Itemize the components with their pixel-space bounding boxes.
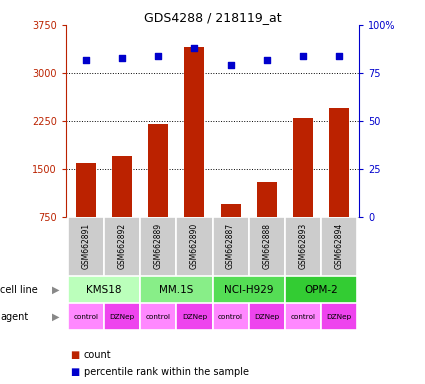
Text: GSM662888: GSM662888 [262,223,271,268]
Text: KMS18: KMS18 [86,285,122,295]
Point [191,45,198,51]
Bar [212,276,285,303]
Bar [104,217,140,276]
Point [82,56,89,63]
Bar [68,276,140,303]
Text: control: control [73,314,98,320]
Text: ■: ■ [70,367,79,377]
Text: DZNep: DZNep [254,314,279,320]
Point [227,62,234,68]
Text: control: control [146,314,171,320]
Bar [112,156,132,265]
Text: DZNep: DZNep [109,314,135,320]
Text: control: control [218,314,243,320]
Point [336,53,343,59]
Text: GSM662891: GSM662891 [81,222,90,268]
Text: GSM662893: GSM662893 [298,222,308,269]
Text: OPM-2: OPM-2 [304,285,338,295]
Bar [104,303,140,330]
Bar [140,303,176,330]
Text: GSM662889: GSM662889 [154,222,163,268]
Bar [321,303,357,330]
Bar [148,124,168,265]
Bar [285,303,321,330]
Bar [68,303,104,330]
Bar [285,217,321,276]
Bar [140,276,212,303]
Bar [285,276,357,303]
Text: NCI-H929: NCI-H929 [224,285,273,295]
Point [300,53,306,59]
Bar [184,47,204,265]
Text: DZNep: DZNep [326,314,352,320]
Bar [140,217,176,276]
Bar [221,204,241,265]
Text: DZNep: DZNep [182,314,207,320]
Bar [212,303,249,330]
Bar [176,303,212,330]
Text: GSM662890: GSM662890 [190,222,199,269]
Bar [321,217,357,276]
Bar [249,303,285,330]
Text: percentile rank within the sample: percentile rank within the sample [84,367,249,377]
Point [155,53,162,59]
Point [119,55,125,61]
Text: GSM662892: GSM662892 [117,222,127,268]
Text: GSM662887: GSM662887 [226,222,235,268]
Text: agent: agent [0,312,28,322]
Bar [293,118,313,265]
Text: GSM662894: GSM662894 [335,222,344,269]
Title: GDS4288 / 218119_at: GDS4288 / 218119_at [144,11,281,24]
Point [264,56,270,63]
Bar [249,217,285,276]
Text: ■: ■ [70,350,79,360]
Bar [76,162,96,265]
Text: ▶: ▶ [51,285,59,295]
Text: ▶: ▶ [51,312,59,322]
Bar [176,217,212,276]
Bar [257,182,277,265]
Bar [68,217,104,276]
Bar [212,217,249,276]
Text: count: count [84,350,111,360]
Text: MM.1S: MM.1S [159,285,193,295]
Bar [329,108,349,265]
Text: control: control [291,314,315,320]
Text: cell line: cell line [0,285,38,295]
